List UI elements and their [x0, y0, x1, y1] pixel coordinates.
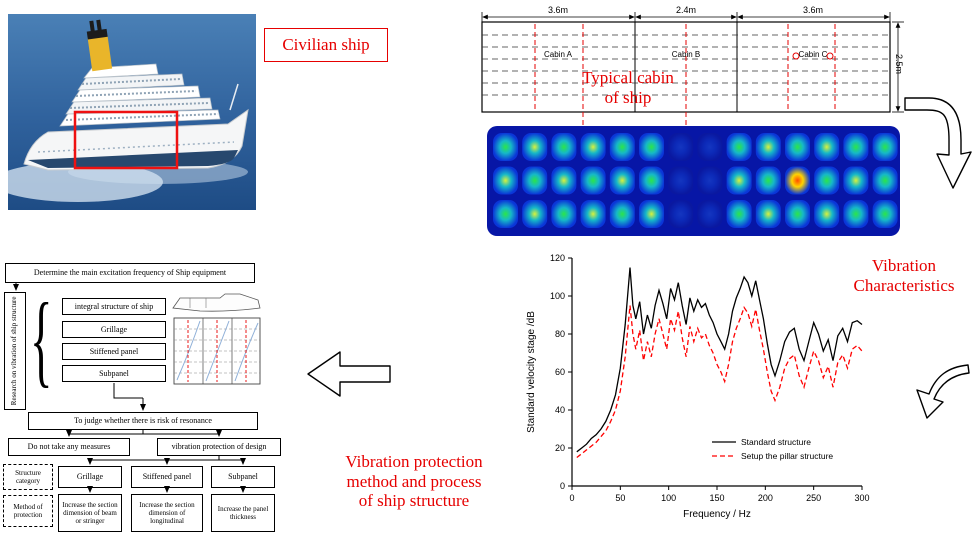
civilian-ship-label-box: Civilian ship — [264, 28, 388, 62]
flow-box-stiffened-panel: Stiffened panel — [62, 343, 166, 360]
protection-method-label: Vibration protection method and process … — [345, 452, 483, 511]
flow-box-category-stiffened-panel: Stiffened panel — [131, 466, 203, 488]
flow-box-judge-resonance: To judge whether there is risk of resona… — [28, 412, 258, 430]
ship-highlight-rect — [73, 110, 179, 170]
civilian-ship-label: Civilian ship — [282, 35, 370, 55]
flow-box-no-measures: Do not take any measures — [8, 438, 130, 456]
svg-text:0: 0 — [569, 493, 574, 503]
svg-text:150: 150 — [709, 493, 724, 503]
svg-text:250: 250 — [806, 493, 821, 503]
civilian-ship-photo — [8, 14, 256, 210]
flow-box-grillage: Grillage — [62, 321, 166, 338]
curved-arrow-to-chart-icon — [916, 364, 970, 419]
flow-box-method-thickness: Increase the panel thickness — [211, 494, 275, 532]
flow-box-excitation-frequency: Determine the main excitation frequency … — [5, 263, 255, 283]
svg-text:60: 60 — [555, 367, 565, 377]
vibration-characteristics-label: Vibration Characteristics — [853, 256, 955, 295]
svg-text:Standard velocity stage /dB: Standard velocity stage /dB — [526, 311, 537, 433]
flow-box-method-longitudinal: Increase the section dimension of longit… — [131, 494, 203, 532]
svg-text:300: 300 — [854, 493, 869, 503]
flow-box-category-subpanel: Subpanel — [211, 466, 275, 488]
svg-text:0: 0 — [560, 481, 565, 491]
dim-label-2-5m: 2.5m — [894, 54, 904, 75]
flow-box-method-of-protection: Method of protection — [3, 495, 53, 527]
svg-text:Frequency / Hz: Frequency / Hz — [683, 509, 751, 520]
svg-text:100: 100 — [550, 291, 565, 301]
svg-text:200: 200 — [758, 493, 773, 503]
svg-text:20: 20 — [555, 443, 565, 453]
brace-glyph: { — [30, 282, 53, 397]
cabin-plan: 3.6m 2.4m 3.6m 2.5m Cabin A Cabin B Cabi… — [478, 5, 912, 126]
svg-text:40: 40 — [555, 405, 565, 415]
svg-text:Setup the pillar structure: Setup the pillar structure — [741, 451, 833, 461]
typical-cabin-label: Typical cabin of ship — [582, 68, 674, 107]
dim-label-3-6m-a: 3.6m — [547, 5, 568, 15]
frequency-response-chart: 0 50 100 150 200 250 300 0 20 40 60 80 100 120 Frequen… — [526, 253, 870, 520]
flow-box-research-side: Research on vibration of ship structure — [4, 292, 26, 410]
vibration-mode-heatmap — [487, 126, 900, 236]
flow-box-structure-category: Structure category — [3, 464, 53, 490]
flow-research-side-label: Research on vibration of ship structure — [10, 296, 19, 406]
flow-box-integral-structure: integral structure of ship — [62, 298, 166, 315]
cabin-b-label: Cabin B — [671, 50, 701, 59]
cabin-plan-drawing — [481, 12, 904, 126]
svg-text:100: 100 — [661, 493, 676, 503]
flow-box-subpanel: Subpanel — [62, 365, 166, 382]
dim-label-2-4m: 2.4m — [675, 5, 696, 15]
svg-text:50: 50 — [615, 493, 625, 503]
svg-text:80: 80 — [555, 329, 565, 339]
left-block-arrow-icon — [307, 351, 391, 397]
svg-text:Standard structure: Standard structure — [741, 437, 811, 447]
cabin-a-label: Cabin A — [543, 50, 573, 59]
mini-ship-panel-schematic — [172, 293, 261, 385]
svg-text:120: 120 — [550, 253, 565, 263]
flow-box-protection-design: vibration protection of design — [157, 438, 281, 456]
curved-arrow-down-icon — [904, 97, 972, 189]
dim-label-3-6m-b: 3.6m — [802, 5, 823, 15]
flow-box-category-grillage: Grillage — [58, 466, 122, 488]
cabin-c-label: Cabin C — [798, 50, 828, 59]
ship-funnel — [86, 19, 113, 72]
flow-box-method-beam: Increase the section dimension of beam o… — [58, 494, 122, 532]
